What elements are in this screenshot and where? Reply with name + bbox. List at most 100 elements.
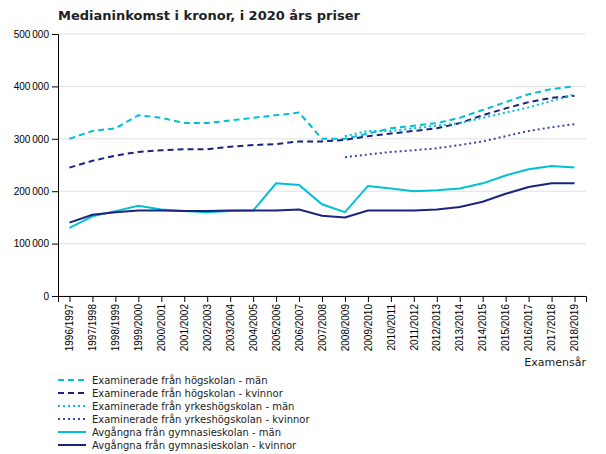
x-tick: 2011/2012 <box>409 296 420 351</box>
y-tick: 500 000 <box>14 29 58 40</box>
x-tick: 2014/2015 <box>477 296 488 351</box>
y-tick-label: 200 000 <box>14 186 50 197</box>
legend-label: Examinerade från högskolan - kvinnor <box>92 387 284 399</box>
x-tick-label: 2008/2009 <box>340 304 351 352</box>
legend-item: Examinerade från yrkeshögskolan - män <box>58 400 294 412</box>
legend-label: Avgångna från gymnasieskolan - män <box>92 426 281 438</box>
x-tick-mark <box>575 296 576 302</box>
x-tick: 2005/2006 <box>271 296 282 351</box>
y-tick-label: 0 <box>43 291 49 302</box>
x-tick-mark <box>230 296 231 302</box>
legend-item: Examinerade från högskolan - män <box>58 374 268 386</box>
y-tick: 100 000 <box>14 238 58 249</box>
x-tick-mark <box>276 296 277 302</box>
y-tick: 400 000 <box>14 81 58 92</box>
legend-label: Examinerade från högskolan - män <box>92 374 268 386</box>
x-tick: 2013/2014 <box>454 296 465 351</box>
x-tick-label: 2010/2011 <box>386 304 397 351</box>
legend-item: Avgångna från gymnasieskolan - män <box>58 426 281 438</box>
x-tick: 2003/2004 <box>225 296 236 351</box>
grid <box>58 34 586 296</box>
series-line <box>69 166 574 228</box>
x-tick-label: 2017/2018 <box>546 304 557 352</box>
x-tick-mark <box>322 296 323 302</box>
grid-line <box>58 86 586 87</box>
x-tick: 1999/2000 <box>133 296 144 351</box>
x-tick-mark <box>69 296 70 302</box>
y-tick: 200 000 <box>14 186 58 197</box>
x-tick-label: 2007/2008 <box>317 304 328 352</box>
chart: Medianinkomst i kronor, i 2020 års prise… <box>0 0 606 454</box>
x-tick-mark <box>483 296 484 302</box>
x-tick-label: 2002/2003 <box>202 304 213 352</box>
legend-item: Examinerade från högskolan - kvinnor <box>58 387 284 399</box>
x-tick: 2001/2002 <box>179 296 190 351</box>
x-tick-mark <box>92 296 93 302</box>
x-tick-label: 2009/2010 <box>363 304 374 352</box>
series-line <box>69 183 574 222</box>
x-tick-label: 2012/2013 <box>431 304 442 352</box>
y-tick-label: 300 000 <box>14 134 50 145</box>
legend-swatch <box>58 379 86 381</box>
x-tick: 2009/2010 <box>363 296 374 351</box>
title: Medianinkomst i kronor, i 2020 års prise… <box>58 8 360 23</box>
y-tick-mark <box>52 34 58 35</box>
x-tick-mark <box>345 296 346 302</box>
x-tick-label: 1999/2000 <box>133 304 144 352</box>
grid-line <box>58 191 586 192</box>
series-lines <box>69 86 574 227</box>
x-tick: 2017/2018 <box>546 296 557 351</box>
x-tick-label: 2005/2006 <box>271 304 282 352</box>
y-tick-label: 400 000 <box>14 81 50 92</box>
x-tick-mark <box>391 296 392 302</box>
x-tick: 2016/2017 <box>523 296 534 351</box>
series-line <box>345 124 575 157</box>
series-line <box>69 86 574 138</box>
x-tick-mark <box>529 296 530 302</box>
x-tick-label: 2011/2012 <box>409 304 420 351</box>
y-tick-mark <box>52 191 58 192</box>
x-tick-label: 2015/2016 <box>500 304 511 352</box>
legend-swatch <box>58 392 86 394</box>
x-tick-mark <box>115 296 116 302</box>
x-tick-label: 2001/2002 <box>179 304 190 352</box>
x-tick-label: 2016/2017 <box>523 304 534 352</box>
legend-swatch <box>58 418 86 420</box>
y-tick-label: 100 000 <box>14 238 50 249</box>
y-tick-mark <box>52 244 58 245</box>
legend: Examinerade från högskolan - mänExaminer… <box>58 374 310 451</box>
x-tick-label: 2006/2007 <box>294 304 305 352</box>
legend-label: Examinerade från yrkeshögskolan - män <box>92 400 294 412</box>
plot-area: 0 100 000 200 000 300 000 400 000 500 000 1996… <box>14 29 587 352</box>
x-tick: 1996/1997 <box>64 296 75 351</box>
x-tick-label: 2004/2005 <box>248 304 259 352</box>
x-tick-mark <box>138 296 139 302</box>
series-line <box>345 94 575 136</box>
legend-swatch <box>58 444 86 446</box>
x-tick-label: 2000/2001 <box>156 304 167 352</box>
x-tick: 2010/2011 <box>386 296 397 351</box>
x-tick: 1998/1999 <box>110 296 121 351</box>
x-tick-label: 2003/2004 <box>225 304 236 352</box>
x-tick-mark <box>437 296 438 302</box>
legend-item: Examinerade från yrkeshögskolan - kvinno… <box>58 413 310 425</box>
y-tick-mark <box>52 296 58 297</box>
y-axis-line <box>52 35 59 297</box>
y-tick-label: 500 000 <box>14 29 50 40</box>
x-tick-label: 2014/2015 <box>477 304 488 352</box>
x-tick-label: 1997/1998 <box>87 304 98 352</box>
x-tick: 2008/2009 <box>340 296 351 351</box>
x-tick-label: 2013/2014 <box>454 304 465 352</box>
legend-label: Avgångna från gymnasieskolan - kvinnor <box>92 439 297 451</box>
y-tick: 0 <box>43 291 58 302</box>
x-tick: 2002/2003 <box>202 296 213 351</box>
x-tick-mark <box>207 296 208 302</box>
x-tick: 2007/2008 <box>317 296 328 351</box>
legend-item: Avgångna från gymnasieskolan - kvinnor <box>58 439 297 451</box>
legend-swatch <box>58 405 86 407</box>
x-tick: 1997/1998 <box>87 296 98 351</box>
x-tick: 2006/2007 <box>294 296 305 351</box>
legend-label: Examinerade från yrkeshögskolan - kvinno… <box>92 413 310 425</box>
x-tick-mark <box>184 296 185 302</box>
x-tick: 2000/2001 <box>156 296 167 351</box>
